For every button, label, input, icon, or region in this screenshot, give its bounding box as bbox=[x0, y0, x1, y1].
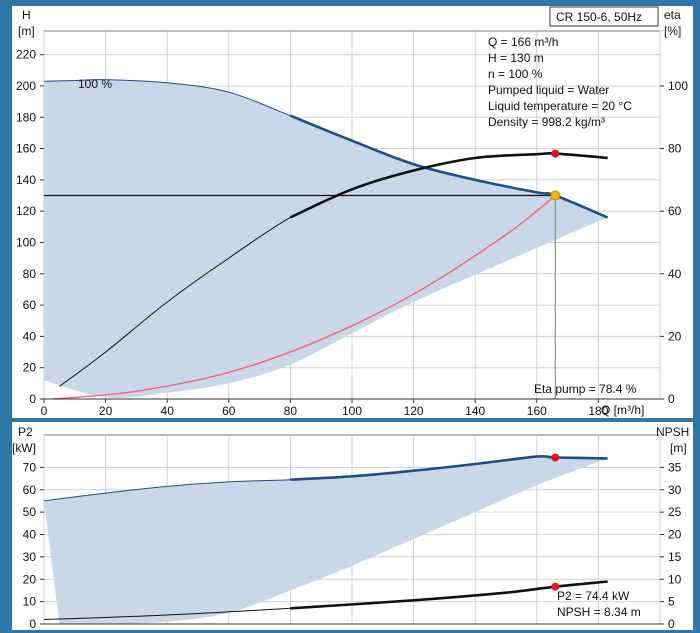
npsh-tick-label: 35 bbox=[668, 460, 682, 474]
model-badge: CR 150-6, 50Hz bbox=[556, 10, 642, 24]
eta-tick-label: 60 bbox=[668, 204, 682, 218]
npsh-tick-label: 5 bbox=[668, 595, 675, 609]
npsh-tick-label: 25 bbox=[668, 505, 682, 519]
npsh-tick-label: 0 bbox=[668, 617, 675, 631]
bottom-operating-band bbox=[44, 456, 608, 625]
info-q: Q = 166 m³/h bbox=[488, 35, 558, 49]
duty-point-p2-marker bbox=[551, 453, 560, 462]
x-tick-label: 180 bbox=[588, 404, 608, 418]
bottom-axes: 0 10 20 30 40 50 60 70 0 5 10 15 20 25 30 35 bbox=[23, 460, 682, 631]
npsh-curve-bold-line bbox=[290, 580, 608, 610]
duty-point-eta-marker bbox=[551, 149, 560, 158]
p2-tick-label: 0 bbox=[29, 617, 36, 631]
h-tick-label: 120 bbox=[16, 204, 36, 218]
info-n: n = 100 % bbox=[488, 67, 543, 81]
p2-tick-label: 50 bbox=[23, 505, 37, 519]
bottom-plot-area bbox=[43, 453, 608, 625]
h-tick-label: 200 bbox=[16, 79, 36, 93]
x-tick-label: 160 bbox=[527, 404, 547, 418]
h-tick-label: 40 bbox=[23, 329, 37, 343]
h-tick-label: 20 bbox=[23, 361, 37, 375]
eta-axis-label-line1: eta bbox=[664, 8, 681, 22]
h-tick-label: 0 bbox=[29, 392, 36, 406]
x-tick-label: 80 bbox=[284, 404, 298, 418]
p2-tick-label: 70 bbox=[23, 460, 37, 474]
x-tick-label: 20 bbox=[99, 404, 113, 418]
p2-tick-label: 30 bbox=[23, 550, 37, 564]
h-tick-label: 160 bbox=[16, 142, 36, 156]
h-tick-label: 140 bbox=[16, 173, 36, 187]
info-h: H = 130 m bbox=[488, 51, 544, 65]
eta-axis-label-line2: [%] bbox=[664, 24, 681, 38]
p2-tick-label: 60 bbox=[23, 483, 37, 497]
x-tick-label: 140 bbox=[465, 404, 485, 418]
h-tick-label: 60 bbox=[23, 298, 37, 312]
x-tick-label: 40 bbox=[161, 404, 175, 418]
npsh-axis-label-line1: NPSH bbox=[656, 425, 689, 439]
duty-point-npsh-marker bbox=[551, 582, 560, 591]
model-badge-box bbox=[549, 6, 659, 27]
top-axes: 0 20 40 60 80 100 120 140 160 180 0 20 40 60 80 100 120 1… bbox=[16, 48, 688, 418]
h-axis-label-line2: [m] bbox=[18, 24, 35, 38]
npsh-tick-label: 30 bbox=[668, 483, 682, 497]
h-tick-label: 220 bbox=[16, 48, 36, 62]
p2-tick-label: 20 bbox=[23, 572, 37, 586]
eta-tick-label: 40 bbox=[668, 267, 682, 281]
x-tick-label: 60 bbox=[222, 404, 236, 418]
x-axis-label: Q [m³/h] bbox=[601, 403, 644, 417]
info-liquid: Pumped liquid = Water bbox=[488, 83, 609, 97]
p2-axis-label-line1: P2 bbox=[18, 425, 33, 439]
p2-axis-label-line2: [kW] bbox=[12, 441, 36, 455]
info-temperature: Liquid temperature = 20 °C bbox=[488, 99, 632, 113]
annotation-100-percent: 100 % bbox=[78, 77, 112, 91]
h-tick-label: 100 bbox=[16, 235, 36, 249]
top-plot-area bbox=[43, 79, 609, 400]
npsh-axis-label-line2: [m] bbox=[670, 441, 687, 455]
npsh-tick-label: 10 bbox=[668, 572, 682, 586]
eta-tick-label: 100 bbox=[668, 79, 688, 93]
duty-point-head-marker bbox=[550, 190, 561, 201]
x-tick-label: 0 bbox=[41, 404, 48, 418]
eta-pump-label: Eta pump = 78.4 % bbox=[534, 382, 637, 396]
h-axis-label-line1: H bbox=[22, 8, 31, 22]
info-density: Density = 998.2 kg/m³ bbox=[488, 115, 605, 129]
x-tick-label: 120 bbox=[404, 404, 424, 418]
h-tick-label: 180 bbox=[16, 110, 36, 124]
duty-info-box: Q = 166 m³/h H = 130 m n = 100 % Pumped … bbox=[488, 35, 632, 129]
npsh-value-label: NPSH = 8.34 m bbox=[557, 605, 641, 619]
p2-tick-label: 40 bbox=[23, 528, 37, 542]
p2-tick-label: 10 bbox=[23, 595, 37, 609]
system-curve-line bbox=[53, 194, 556, 400]
npsh-tick-label: 20 bbox=[668, 528, 682, 542]
npsh-tick-label: 15 bbox=[668, 550, 682, 564]
x-tick-label: 100 bbox=[342, 404, 362, 418]
p2-value-label: P2 = 74.4 kW bbox=[557, 589, 630, 603]
top-operating-band bbox=[44, 79, 608, 398]
eta-tick-label: 0 bbox=[668, 392, 675, 406]
h-tick-label: 80 bbox=[23, 267, 37, 281]
eta-tick-label: 80 bbox=[668, 142, 682, 156]
eta-tick-label: 20 bbox=[668, 329, 682, 343]
